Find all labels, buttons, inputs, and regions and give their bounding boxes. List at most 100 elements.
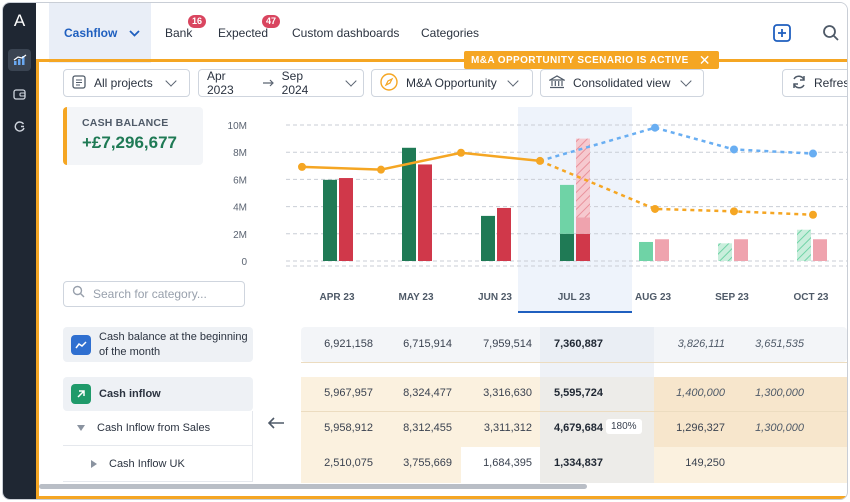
bar-outflow-forecast xyxy=(813,239,827,261)
y-tick-label: 8M xyxy=(233,148,247,159)
date-to: Sep 2024 xyxy=(281,69,309,97)
table-cell[interactable]: 8,312,455 xyxy=(403,421,452,434)
table-cell[interactable]: 149,250 xyxy=(685,457,725,469)
table-cell[interactable]: 1,300,000 xyxy=(755,421,804,434)
scenario-point xyxy=(809,149,817,158)
table-cell[interactable]: 6,715,914 xyxy=(403,337,452,350)
table-cell[interactable]: 3,755,669 xyxy=(403,457,452,469)
plus-square-icon[interactable] xyxy=(773,24,791,47)
tab-bar: Cashflow Bank 16 Expected 47 Custom dash… xyxy=(36,3,847,63)
tab-cashflow-label: Cashflow xyxy=(64,26,118,40)
bar-outflow xyxy=(418,164,432,261)
table-cell[interactable]: 3,316,630 xyxy=(483,387,532,399)
table-cell[interactable]: 1,400,000 xyxy=(676,387,725,399)
bar-outflow xyxy=(339,178,353,261)
y-tick-label: 0 xyxy=(241,257,247,268)
bar-inflow-forecast xyxy=(718,243,732,261)
selected-month-underline xyxy=(518,311,632,313)
month-label: JUN 23 xyxy=(478,292,512,303)
table-cell[interactable]: 1,684,395 xyxy=(483,457,532,469)
search-input[interactable] xyxy=(93,287,233,301)
cash-balance-card: CASH BALANCE +£7,296,677 xyxy=(63,107,203,165)
arrow-up-right-icon xyxy=(71,384,91,404)
refresh-button[interactable]: Refresh xyxy=(782,69,847,97)
table-cell[interactable]: 3,826,111 xyxy=(677,337,725,350)
arrow-left-icon[interactable] xyxy=(267,416,285,435)
tab-categories-label: Categories xyxy=(421,26,480,40)
table-cell[interactable]: 7,959,514 xyxy=(483,337,532,350)
table-cell[interactable]: 5,595,724 xyxy=(554,387,603,399)
tab-cashflow[interactable]: Cashflow xyxy=(49,3,151,63)
row-label-text: Cash Inflow UK xyxy=(109,457,185,470)
caret-right-icon[interactable] xyxy=(91,459,97,468)
forecast-balance-line xyxy=(539,159,814,217)
tab-expected-badge: 47 xyxy=(262,15,281,28)
balance-point xyxy=(651,204,659,213)
projects-filter-label: All projects xyxy=(94,76,153,90)
table-cell[interactable]: 4,679,684 xyxy=(554,421,603,434)
balance-point xyxy=(298,162,306,171)
chart-icon[interactable] xyxy=(8,49,31,71)
scenario-filter[interactable]: M&A Opportunity xyxy=(371,69,533,97)
month-label: APR 23 xyxy=(319,292,354,303)
table-row-label[interactable]: Cash inflow xyxy=(63,377,253,411)
left-rail: A xyxy=(3,3,36,499)
tab-categories[interactable]: Categories xyxy=(421,3,491,63)
table-cell[interactable]: 1,334,837 xyxy=(554,457,603,469)
y-tick-label: 10M xyxy=(228,121,247,132)
table-cell[interactable]: 3,311,312 xyxy=(483,421,532,434)
date-range-filter[interactable]: Apr 2023 Sep 2024 xyxy=(198,69,364,97)
app-logo: A xyxy=(13,11,26,30)
balance-point xyxy=(457,148,465,157)
tab-bank[interactable]: Bank 16 xyxy=(165,3,207,63)
actual-balance-line xyxy=(301,151,541,171)
table-cell[interactable]: 6,921,158 xyxy=(324,337,373,350)
tab-bank-badge: 16 xyxy=(188,15,207,28)
projects-filter[interactable]: All projects xyxy=(63,69,190,97)
category-search[interactable] xyxy=(63,281,245,307)
scenario-active-bar xyxy=(36,59,847,62)
compass-icon xyxy=(380,72,398,94)
table-cell[interactable]: 7,360,887 xyxy=(554,337,603,350)
table-cell[interactable]: 1,300,000 xyxy=(755,387,804,399)
table-cell[interactable]: 5,958,912 xyxy=(324,421,373,434)
selected-month-highlight xyxy=(518,107,632,313)
table-row-label[interactable]: Cash Inflow from Sales xyxy=(63,411,253,446)
chevron-down-icon xyxy=(680,75,693,87)
refresh-icon xyxy=(791,74,807,93)
view-filter[interactable]: Consolidated view xyxy=(540,69,704,97)
bar-inflow xyxy=(560,233,574,261)
close-icon[interactable]: ✕ xyxy=(698,52,711,68)
tab-custom-dashboards[interactable]: Custom dashboards xyxy=(292,3,410,63)
tab-custom-dashboards-label: Custom dashboards xyxy=(292,26,400,40)
wallet-icon[interactable] xyxy=(8,83,31,105)
refresh-button-label: Refresh xyxy=(814,76,847,90)
scenario-filter-label: M&A Opportunity xyxy=(406,76,497,90)
caret-down-icon[interactable] xyxy=(77,425,85,431)
tab-expected[interactable]: Expected 47 xyxy=(218,3,288,63)
tab-bank-label: Bank xyxy=(165,26,193,40)
table-cell[interactable]: 5,967,957 xyxy=(324,387,373,399)
scenario-active-banner: M&A OPPORTUNITY SCENARIO IS ACTIVE ✕ xyxy=(464,51,719,69)
tab-expected-label: Expected xyxy=(218,26,269,40)
bar-outflow-forecast xyxy=(576,217,590,234)
table-cell[interactable]: 3,651,535 xyxy=(755,337,804,350)
bar-inflow-forecast xyxy=(639,241,653,261)
table-cell[interactable]: 1,296,327 xyxy=(676,421,725,434)
chevron-down-icon xyxy=(129,26,140,40)
scrollbar-thumb[interactable] xyxy=(39,484,587,489)
horizontal-scrollbar[interactable] xyxy=(39,484,847,489)
forecast-columns-bg xyxy=(654,377,847,447)
table-row-label[interactable]: Cash balance at the beginning of the mon… xyxy=(63,327,253,362)
cell-white xyxy=(461,447,540,483)
row-divider xyxy=(301,411,847,412)
table-row-label[interactable]: Cash Inflow UK xyxy=(63,446,253,482)
bar-inflow-forecast xyxy=(560,184,574,234)
table-cell[interactable]: 2,510,075 xyxy=(324,457,373,469)
refresh-icon[interactable] xyxy=(8,115,31,137)
table-cell[interactable]: 8,324,477 xyxy=(403,387,452,399)
bank-icon xyxy=(547,74,567,92)
search-icon[interactable] xyxy=(822,24,840,47)
bar-outflow xyxy=(576,233,590,261)
y-tick-label: 2M xyxy=(233,230,247,241)
